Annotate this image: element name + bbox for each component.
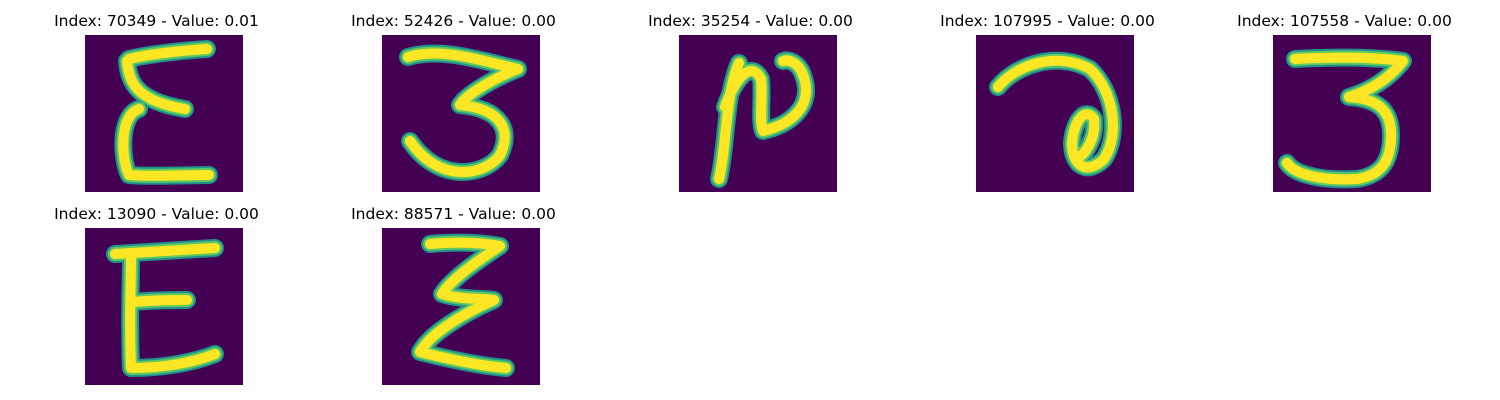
glyph-stroke-core xyxy=(118,44,214,181)
glyph-stroke-core xyxy=(714,55,811,184)
glyph-stroke-core xyxy=(993,55,1118,173)
glyph-stroke-core xyxy=(1282,52,1408,185)
panel-title: Index: 13090 - Value: 0.00 xyxy=(54,205,259,223)
panel-title: Index: 70349 - Value: 0.01 xyxy=(54,12,259,30)
handwritten-glyph-image xyxy=(382,35,540,192)
handwritten-glyph-image xyxy=(85,35,243,192)
handwritten-glyph-image xyxy=(1273,35,1431,192)
glyph-stroke-core xyxy=(403,48,523,177)
image-panel: Index: 107558 - Value: 0.00 xyxy=(1196,0,1493,192)
panel-title: Index: 52426 - Value: 0.00 xyxy=(351,12,556,30)
image-panel: Index: 52426 - Value: 0.00 xyxy=(305,0,602,192)
image-panel: Index: 70349 - Value: 0.01 xyxy=(8,0,305,192)
glyph-stroke-core xyxy=(415,237,511,373)
panel-title: Index: 35254 - Value: 0.00 xyxy=(648,12,853,30)
panel-title: Index: 107558 - Value: 0.00 xyxy=(1237,12,1452,30)
glyph-stroke-core xyxy=(110,243,220,373)
handwritten-glyph-image xyxy=(85,228,243,385)
image-panel: Index: 88571 - Value: 0.00 xyxy=(305,193,602,385)
panel-title: Index: 88571 - Value: 0.00 xyxy=(351,205,556,223)
handwritten-glyph-image xyxy=(976,35,1134,192)
image-panel: Index: 13090 - Value: 0.00 xyxy=(8,193,305,385)
panel-title: Index: 107995 - Value: 0.00 xyxy=(940,12,1155,30)
image-panel: Index: 107995 - Value: 0.00 xyxy=(899,0,1196,192)
image-panel: Index: 35254 - Value: 0.00 xyxy=(602,0,899,192)
handwritten-glyph-image xyxy=(382,228,540,385)
handwritten-glyph-image xyxy=(679,35,837,192)
